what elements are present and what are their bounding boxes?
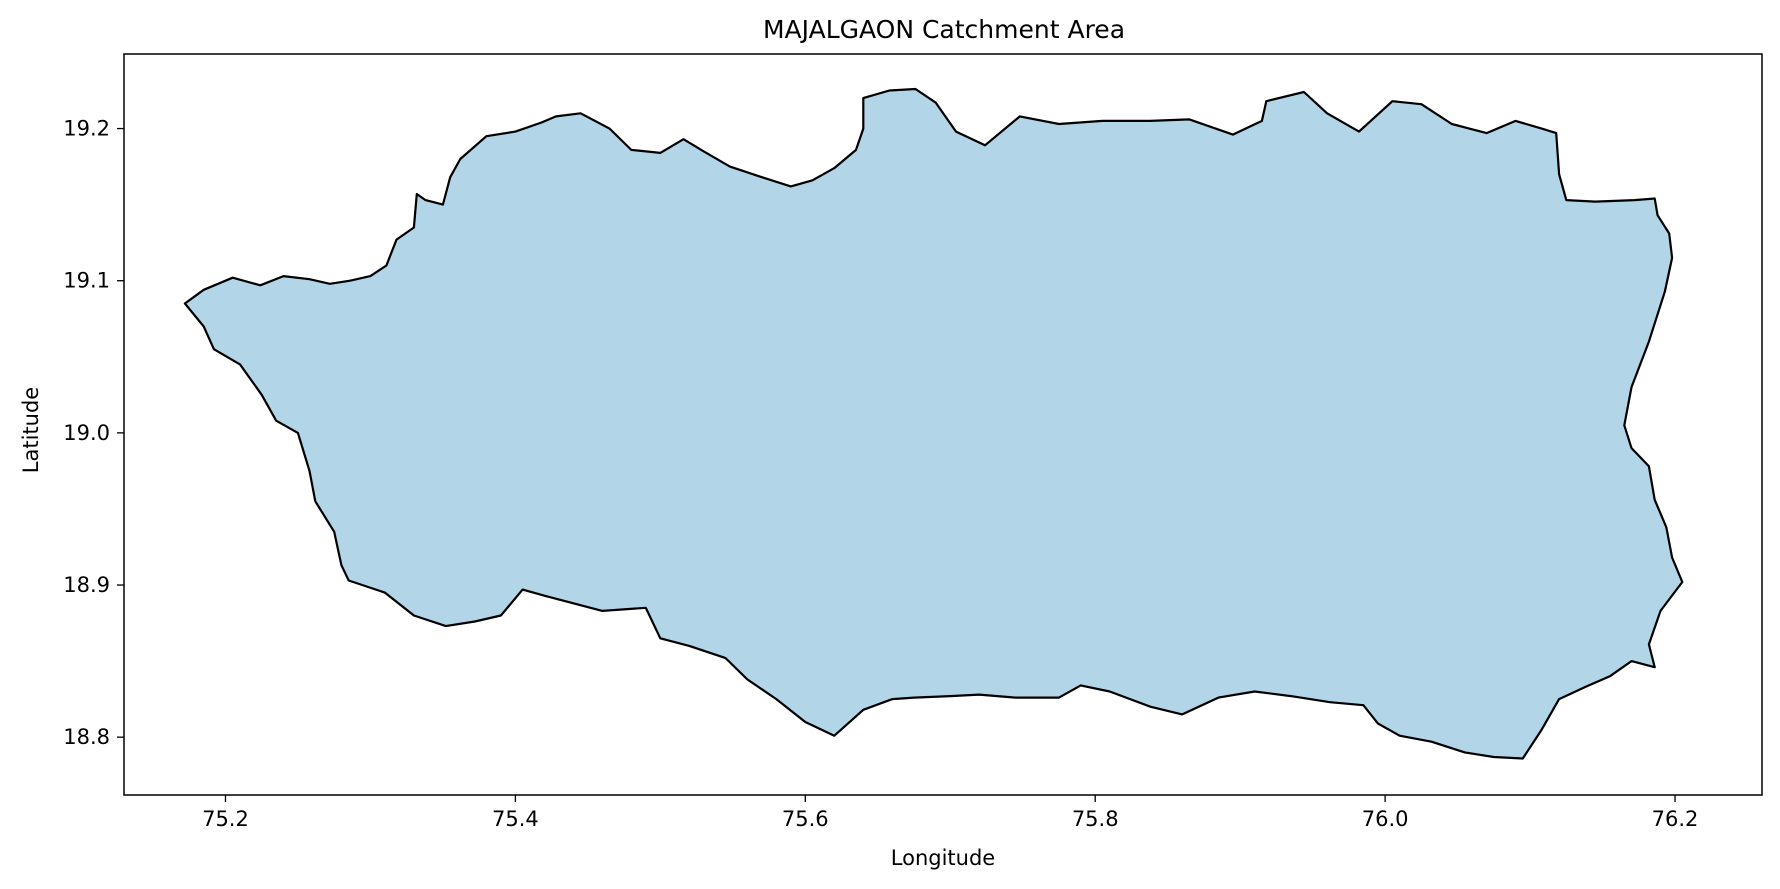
y-tick-label: 19.0 — [63, 421, 110, 445]
x-tick-label: 75.8 — [1072, 807, 1119, 831]
x-tick-label: 76.0 — [1362, 807, 1409, 831]
axes-frame — [123, 53, 1763, 796]
x-tick-label: 75.4 — [492, 807, 539, 831]
x-tick-label: 75.6 — [782, 807, 829, 831]
x-tick-label: 76.2 — [1652, 807, 1699, 831]
y-tick-label: 19.2 — [63, 117, 110, 141]
x-axis-label: Longitude — [891, 846, 995, 870]
plot-area — [123, 53, 1763, 796]
y-tick-label: 18.9 — [63, 573, 110, 597]
y-axis: 18.8 18.9 19.0 19.1 19.2 — [63, 117, 124, 749]
x-tick-label: 75.2 — [202, 807, 249, 831]
map-title: MAJALGAON Catchment Area — [763, 15, 1125, 44]
y-axis-label: Latitude — [19, 387, 43, 473]
x-axis: 75.2 75.4 75.6 75.8 76.0 76.2 — [202, 795, 1698, 831]
y-tick-label: 19.1 — [63, 269, 110, 293]
catchment-polygon — [183, 87, 1684, 760]
y-tick-label: 18.8 — [63, 725, 110, 749]
